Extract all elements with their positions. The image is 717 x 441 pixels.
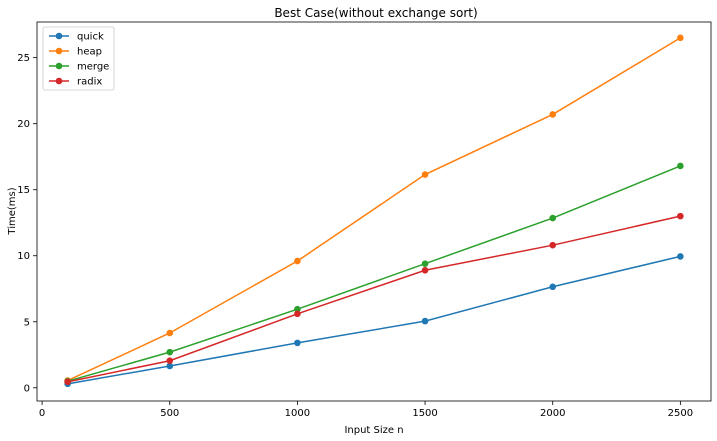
x-axis: 0 500 1000 1500 2000 2500 [39, 401, 693, 419]
y-tick-label: 20 [17, 119, 30, 130]
legend-box [42, 26, 115, 91]
y-tick-label: 25 [17, 53, 30, 64]
plot-area [36, 21, 712, 402]
merge-point [294, 305, 301, 313]
heap-point [677, 34, 684, 42]
y-tick-label: 15 [17, 185, 30, 196]
y-tick-label: 5 [24, 317, 30, 328]
x-tick-label: 1000 [285, 408, 310, 419]
heap-point [549, 111, 557, 118]
heap-point [421, 171, 429, 178]
heap-point [294, 257, 301, 265]
x-axis-label: Input Size n [344, 425, 403, 436]
legend: quick heap merge radix [42, 26, 115, 91]
quick-point [294, 339, 301, 347]
x-tick-label: 0 [39, 408, 45, 419]
quick-point [549, 283, 557, 291]
radix-line [67, 215, 681, 383]
x-tick-label: 1500 [412, 408, 437, 419]
chart-title: Best Case(without exchange sort) [274, 6, 477, 20]
x-tick-label: 500 [160, 408, 179, 419]
merge-point [166, 348, 174, 356]
y-tick-label: 0 [24, 383, 30, 394]
x-tick-label: 2500 [668, 408, 693, 419]
y-axis: 0 5 10 15 20 25 [17, 53, 37, 394]
series-group [64, 34, 684, 388]
radix-point [677, 212, 684, 220]
legend-radix-label: radix [77, 77, 102, 88]
radix-point [421, 266, 429, 274]
series-quick [64, 253, 684, 388]
quick-point [166, 362, 174, 370]
heap-point [166, 329, 174, 337]
series-merge [64, 162, 684, 385]
merge-point [677, 162, 684, 170]
radix-point [166, 357, 174, 365]
heap-line [67, 37, 681, 382]
series-heap [64, 34, 684, 384]
quick-point [677, 253, 684, 260]
merge-line [67, 165, 681, 382]
quick-line [67, 255, 681, 385]
series-radix [64, 212, 684, 386]
legend-heap-label: heap [77, 47, 102, 58]
merge-point [549, 214, 557, 222]
legend-heap-marker [55, 47, 63, 55]
radix-point [64, 378, 71, 386]
radix-point [549, 241, 557, 249]
legend-radix-marker [55, 77, 63, 85]
quick-point [421, 317, 429, 325]
radix-point [294, 310, 301, 318]
y-axis-label: Time(ms) [7, 187, 18, 235]
legend-merge-label: merge [77, 62, 109, 73]
merge-point [421, 260, 429, 267]
legend-quick-marker [55, 32, 63, 40]
x-tick-label: 2000 [540, 408, 565, 419]
y-tick-label: 10 [17, 251, 30, 262]
legend-merge-marker [55, 62, 63, 70]
legend-quick-label: quick [77, 32, 104, 43]
